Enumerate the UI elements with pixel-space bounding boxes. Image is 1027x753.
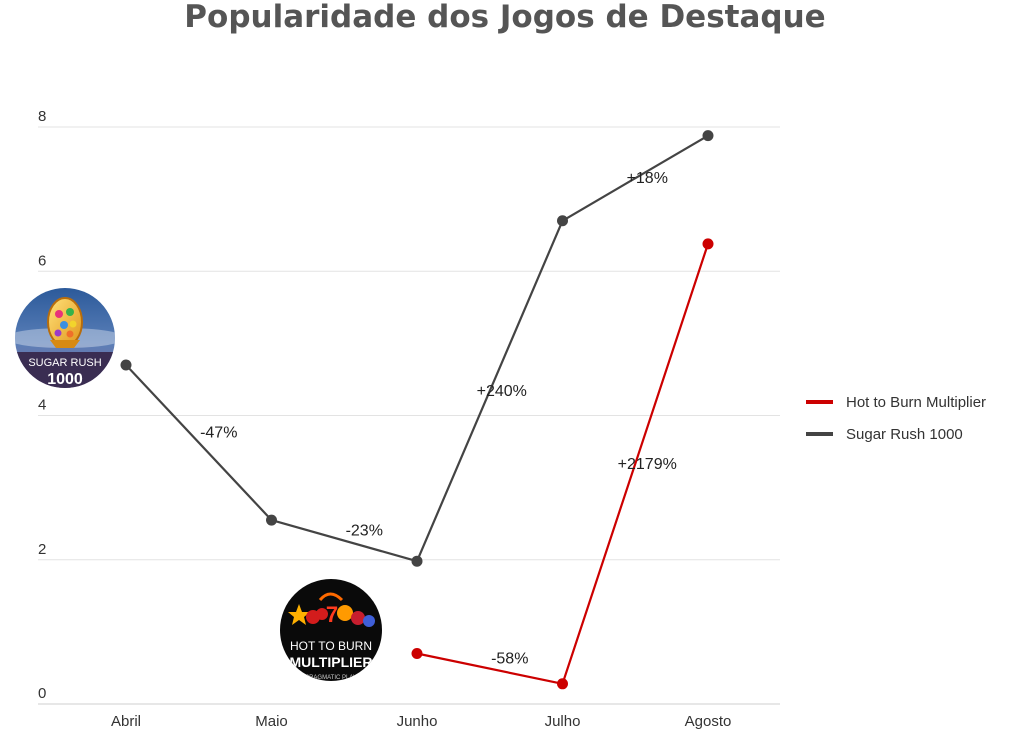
change-label-sugar-rush: -47%	[200, 425, 237, 442]
chart-title: Popularidade dos Jogos de Destaque	[184, 0, 825, 35]
y-tick-label: 2	[38, 541, 46, 558]
y-tick-label: 4	[38, 397, 46, 414]
fruit-slot-logo-icon: 7	[288, 592, 375, 627]
x-tick-label: Maio	[255, 713, 288, 730]
data-point-hot-to-burn[interactable]	[557, 678, 568, 690]
x-tick-label: Abril	[111, 713, 141, 730]
hot-logo-line3: PRAGMATIC PLAY	[305, 675, 357, 681]
svg-text:7: 7	[326, 602, 338, 627]
x-axis-ticks: Abril Maio Junho Julho Agosto	[111, 713, 731, 730]
change-label-hot-to-burn: -58%	[491, 651, 528, 668]
y-tick-label: 8	[38, 108, 46, 125]
hot-logo-line2: MULTIPLIER	[290, 654, 373, 670]
sugar-rush-logo: SUGAR RUSH 1000	[15, 288, 115, 388]
data-point-sugar-rush[interactable]	[557, 215, 568, 227]
legend-item-hot-to-burn[interactable]: Hot to Burn Multiplier	[806, 394, 986, 411]
series-line-sugar-rush	[125, 134, 709, 563]
change-label-sugar-rush: +240%	[477, 383, 527, 400]
x-tick-label: Agosto	[685, 713, 732, 730]
legend: Hot to Burn Multiplier Sugar Rush 1000	[806, 394, 986, 443]
sugar-logo-line2: 1000	[47, 371, 83, 388]
data-point-hot-to-burn[interactable]	[411, 648, 423, 660]
y-tick-label: 6	[38, 252, 46, 269]
grid	[38, 126, 780, 705]
data-point-sugar-rush[interactable]	[266, 514, 277, 526]
candy-egg-logo-icon	[47, 297, 83, 348]
change-labels: -47% -23% +240% +18% -58% +2179%	[200, 170, 677, 667]
sugar-logo-line1: SUGAR RUSH	[28, 357, 101, 369]
data-point-sugar-rush[interactable]	[411, 555, 423, 567]
change-label-sugar-rush: -23%	[346, 523, 383, 540]
legend-label-hot-to-burn: Hot to Burn Multiplier	[846, 394, 986, 411]
hot-logo-line1: HOT TO BURN	[290, 639, 372, 653]
y-axis-ticks: 0 2 4 6 8	[38, 108, 46, 702]
data-point-sugar-rush[interactable]	[120, 359, 132, 371]
series-layer	[120, 130, 714, 690]
hot-to-burn-logo: 7 HOT TO BURN MULTIPLIER PRAGMATIC PLAY	[280, 579, 382, 681]
data-point-sugar-rush[interactable]	[702, 130, 714, 142]
data-point-hot-to-burn[interactable]	[702, 238, 714, 250]
change-label-hot-to-burn: +2179%	[618, 456, 677, 473]
x-tick-label: Junho	[397, 713, 438, 730]
x-tick-label: Julho	[545, 713, 581, 730]
legend-label-sugar-rush: Sugar Rush 1000	[846, 426, 963, 443]
legend-item-sugar-rush[interactable]: Sugar Rush 1000	[806, 426, 963, 443]
y-tick-label: 0	[38, 685, 46, 702]
change-label-sugar-rush: +18%	[627, 170, 668, 187]
